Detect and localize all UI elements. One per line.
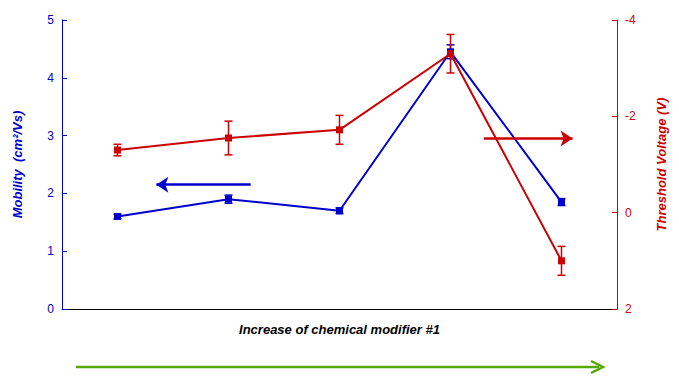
- svg-text:-2: -2: [625, 109, 636, 123]
- svg-text:2: 2: [625, 302, 632, 316]
- svg-text:5: 5: [47, 13, 54, 27]
- svg-text:2: 2: [47, 186, 54, 200]
- svg-text:Increase of chemical modifier: Increase of chemical modifier #1: [239, 322, 440, 337]
- svg-text:Threshold Voltage (V): Threshold Voltage (V): [654, 98, 669, 232]
- svg-text:-4: -4: [625, 13, 636, 27]
- svg-text:3: 3: [47, 129, 54, 143]
- svg-text:4: 4: [47, 71, 54, 85]
- svg-text:0: 0: [625, 206, 632, 220]
- svg-text:1: 1: [47, 244, 54, 258]
- svg-text:Mobility (cm²/Vs): Mobility (cm²/Vs): [10, 111, 25, 219]
- svg-text:0: 0: [47, 302, 54, 316]
